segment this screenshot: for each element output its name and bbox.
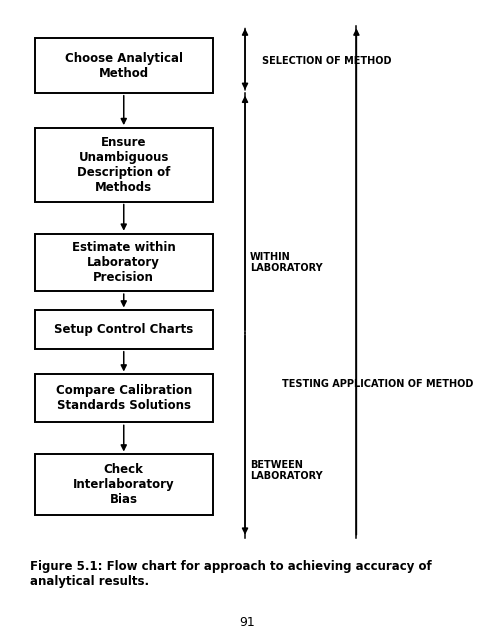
Text: Choose Analytical
Method: Choose Analytical Method <box>65 52 183 79</box>
FancyBboxPatch shape <box>35 234 213 291</box>
Text: Setup Control Charts: Setup Control Charts <box>54 323 194 336</box>
Text: Figure 5.1: Flow chart for approach to achieving accuracy of
analytical results.: Figure 5.1: Flow chart for approach to a… <box>30 560 432 588</box>
FancyBboxPatch shape <box>35 374 213 422</box>
FancyBboxPatch shape <box>35 38 213 93</box>
Text: Estimate within
Laboratory
Precision: Estimate within Laboratory Precision <box>72 241 176 284</box>
Text: BETWEEN
LABORATORY: BETWEEN LABORATORY <box>250 460 323 481</box>
FancyBboxPatch shape <box>35 454 213 515</box>
Text: Ensure
Unambiguous
Description of
Methods: Ensure Unambiguous Description of Method… <box>77 136 170 194</box>
Text: Check
Interlaboratory
Bias: Check Interlaboratory Bias <box>73 463 175 506</box>
FancyBboxPatch shape <box>35 310 213 349</box>
Text: WITHIN
LABORATORY: WITHIN LABORATORY <box>250 252 323 273</box>
Text: TESTING APPLICATION OF METHOD: TESTING APPLICATION OF METHOD <box>282 379 474 389</box>
Text: 91: 91 <box>240 616 255 628</box>
FancyBboxPatch shape <box>35 128 213 202</box>
Text: SELECTION OF METHOD: SELECTION OF METHOD <box>262 56 392 66</box>
Text: Compare Calibration
Standards Solutions: Compare Calibration Standards Solutions <box>55 385 192 412</box>
